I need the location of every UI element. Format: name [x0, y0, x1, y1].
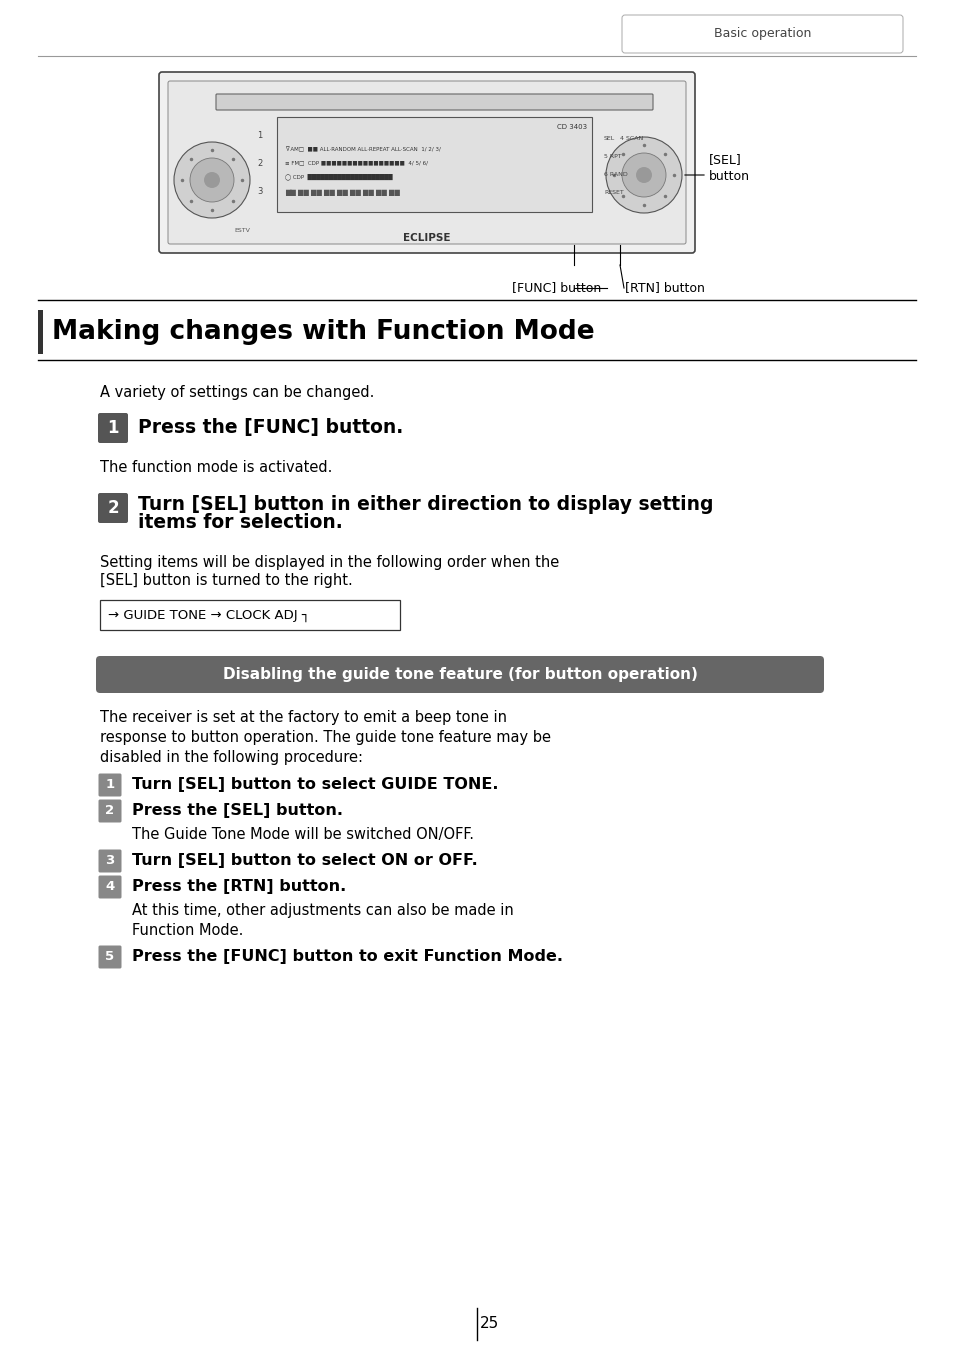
- Text: ESTV: ESTV: [233, 228, 250, 233]
- Text: 1: 1: [106, 779, 114, 791]
- Text: 3: 3: [105, 855, 114, 867]
- FancyBboxPatch shape: [159, 72, 695, 253]
- Text: 2: 2: [107, 499, 119, 518]
- FancyBboxPatch shape: [168, 81, 685, 244]
- Text: 2: 2: [257, 159, 262, 168]
- Text: Making changes with Function Mode: Making changes with Function Mode: [52, 318, 594, 346]
- Text: button: button: [708, 169, 749, 183]
- FancyBboxPatch shape: [98, 875, 121, 898]
- FancyBboxPatch shape: [98, 493, 128, 523]
- Text: A variety of settings can be changed.: A variety of settings can be changed.: [100, 385, 374, 400]
- Circle shape: [190, 159, 233, 202]
- Text: The Guide Tone Mode will be switched ON/OFF.: The Guide Tone Mode will be switched ON/…: [132, 827, 474, 841]
- Bar: [38, 310, 43, 354]
- Text: 5 RPT: 5 RPT: [603, 154, 621, 160]
- Text: disabled in the following procedure:: disabled in the following procedure:: [100, 751, 363, 766]
- Text: Turn [SEL] button to select GUIDE TONE.: Turn [SEL] button to select GUIDE TONE.: [132, 778, 498, 793]
- FancyBboxPatch shape: [96, 656, 823, 692]
- Text: ECLIPSE: ECLIPSE: [403, 233, 450, 243]
- Text: Press the [FUNC] button to exit Function Mode.: Press the [FUNC] button to exit Function…: [132, 950, 562, 965]
- FancyBboxPatch shape: [98, 413, 128, 443]
- Text: response to button operation. The guide tone feature may be: response to button operation. The guide …: [100, 730, 551, 745]
- Text: CD 3403: CD 3403: [557, 125, 586, 130]
- Text: items for selection.: items for selection.: [138, 514, 342, 533]
- Text: 3: 3: [257, 187, 262, 195]
- Text: ≡ FM□  CDP ■■■■■■■■■■■■■■■■  4/ 5/ 6/: ≡ FM□ CDP ■■■■■■■■■■■■■■■■ 4/ 5/ 6/: [285, 160, 428, 165]
- Text: RESET: RESET: [603, 191, 623, 195]
- Bar: [100, 600, 399, 630]
- Text: [FUNC] button: [FUNC] button: [512, 282, 600, 294]
- Text: Press the [SEL] button.: Press the [SEL] button.: [132, 804, 343, 818]
- Text: The receiver is set at the factory to emit a beep tone in: The receiver is set at the factory to em…: [100, 710, 506, 725]
- Circle shape: [204, 172, 220, 188]
- FancyBboxPatch shape: [98, 946, 121, 969]
- Text: SEL: SEL: [603, 137, 615, 141]
- Circle shape: [605, 137, 681, 213]
- Text: 1: 1: [257, 130, 262, 140]
- Text: Turn [SEL] button to select ON or OFF.: Turn [SEL] button to select ON or OFF.: [132, 854, 477, 869]
- Text: Press the [FUNC] button.: Press the [FUNC] button.: [138, 419, 403, 438]
- Text: → GUIDE TONE → CLOCK ADJ ┐: → GUIDE TONE → CLOCK ADJ ┐: [108, 608, 310, 622]
- Text: At this time, other adjustments can also be made in: At this time, other adjustments can also…: [132, 902, 514, 917]
- Text: The function mode is activated.: The function mode is activated.: [100, 459, 332, 476]
- Text: Press the [RTN] button.: Press the [RTN] button.: [132, 879, 346, 894]
- Text: [SEL]: [SEL]: [708, 153, 741, 167]
- Text: 4 SCAN: 4 SCAN: [619, 137, 642, 141]
- FancyBboxPatch shape: [621, 15, 902, 53]
- FancyBboxPatch shape: [98, 799, 121, 822]
- Text: 5: 5: [106, 950, 114, 963]
- Text: [SEL] button is turned to the right.: [SEL] button is turned to the right.: [100, 573, 353, 588]
- Text: Setting items will be displayed in the following order when the: Setting items will be displayed in the f…: [100, 556, 558, 570]
- Text: [RTN] button: [RTN] button: [624, 282, 704, 294]
- Bar: [276, 117, 592, 211]
- Text: Disabling the guide tone feature (for button operation): Disabling the guide tone feature (for bu…: [222, 667, 697, 682]
- Text: 1: 1: [107, 419, 118, 438]
- Text: 6 RAND: 6 RAND: [603, 172, 627, 178]
- Text: ▇▇ ▇▇ ▇▇ ▇▇ ▇▇ ▇▇ ▇▇ ▇▇ ▇▇: ▇▇ ▇▇ ▇▇ ▇▇ ▇▇ ▇▇ ▇▇ ▇▇ ▇▇: [285, 190, 399, 196]
- FancyBboxPatch shape: [98, 850, 121, 873]
- FancyBboxPatch shape: [215, 93, 652, 110]
- Text: ∇ AM□  ■■ ALL·RANDOM ALL·REPEAT ALL·SCAN  1/ 2/ 3/: ∇ AM□ ■■ ALL·RANDOM ALL·REPEAT ALL·SCAN …: [285, 146, 440, 152]
- FancyBboxPatch shape: [98, 774, 121, 797]
- Circle shape: [636, 167, 651, 183]
- Circle shape: [173, 142, 250, 218]
- Text: Basic operation: Basic operation: [713, 27, 810, 41]
- Text: Function Mode.: Function Mode.: [132, 923, 243, 938]
- Text: 2: 2: [106, 805, 114, 817]
- Text: ◯ CDP  ████████████████████: ◯ CDP ████████████████████: [285, 173, 393, 180]
- Text: Turn [SEL] button in either direction to display setting: Turn [SEL] button in either direction to…: [138, 496, 713, 515]
- Text: 25: 25: [479, 1317, 498, 1332]
- Text: 4: 4: [105, 881, 114, 893]
- Circle shape: [621, 153, 665, 196]
